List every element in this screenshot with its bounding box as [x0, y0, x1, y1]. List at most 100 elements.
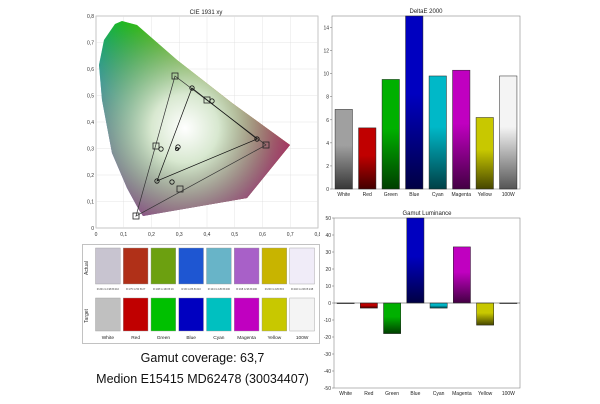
target-swatch [150, 297, 176, 332]
swatch-name: Yellow [268, 335, 282, 341]
x-tick-label: Magenta [452, 192, 472, 198]
y-tick-label: -40 [324, 369, 331, 375]
target-swatch [123, 297, 149, 332]
actual-swatch [95, 247, 121, 285]
actual-swatch-value: R:175 G:50 B:27 [126, 287, 146, 291]
device-caption: Medion E15415 MD62478 (30034407) [96, 372, 309, 386]
actual-swatch [234, 247, 260, 285]
x-tick-label: Yellow [478, 192, 493, 198]
y-tick-label: 0 [326, 187, 329, 193]
actual-swatch-value: R:30 G:86 B:210 [181, 287, 201, 291]
bar-100w [499, 75, 518, 190]
bar-blue [406, 217, 425, 304]
bar-magenta [452, 69, 471, 190]
actual-swatch-value: R:201 G:198 B:210 [97, 287, 120, 291]
cie-x-tick-label: 0 [95, 232, 98, 238]
cie-x-tick-label: 0,6 [259, 232, 266, 238]
actual-swatch-value: R:200 G:180 B:0 [265, 287, 285, 291]
actual-swatch [178, 247, 204, 285]
target-markers [132, 72, 270, 220]
swatch-name: White [102, 335, 115, 341]
cie-title: CIE 1931 xy [190, 10, 223, 16]
y-tick-label: 12 [323, 49, 329, 55]
cie-x-tick-label: 0,7 [287, 232, 294, 238]
bar-green [381, 79, 400, 190]
target-swatches: White Red Green Blue Cyan Magenta Yellow 100W [95, 297, 315, 341]
actual-swatches: R:201 G:198 B:210 R:175 G:50 B:27 R:108 G:… [95, 247, 315, 291]
x-tick-label: Green [385, 391, 399, 397]
y-tick-label: 2 [326, 164, 329, 170]
cie-x-tick-label: 0,3 [176, 232, 183, 238]
deltae-chart: DeltaE 2000 0 2 4 6 8 10 12 14 White Red Green Blue C… [323, 9, 521, 198]
bar-magenta [453, 246, 471, 304]
x-tick-label: White [337, 192, 350, 198]
target-swatch [261, 297, 287, 332]
bar-yellow [476, 302, 494, 326]
chart-title: DeltaE 2000 [409, 9, 443, 15]
bar-green [383, 302, 401, 334]
actual-swatch [150, 247, 176, 285]
swatch-name: Blue [186, 335, 196, 341]
y-tick-label: 30 [325, 250, 331, 256]
cie-x-tick-label: 0,2 [148, 232, 155, 238]
y-tick-label: -30 [324, 352, 331, 358]
x-tick-label: Cyan [433, 391, 445, 397]
x-tick-label: Yellow [478, 391, 493, 397]
swatch-name: Green [157, 335, 171, 341]
y-tick-label: 10 [325, 284, 331, 290]
gamut-coverage-caption: Gamut coverage: 63,7 [140, 351, 265, 365]
cie-y-ticks: 0 0,1 0,2 0,3 0,4 0,5 0,6 0,7 0,8 [87, 14, 94, 232]
x-tick-label: Cyan [432, 192, 444, 198]
target-swatch [289, 297, 315, 332]
y-tick-label: 20 [325, 267, 331, 273]
y-tick-label: -20 [324, 335, 331, 341]
gamut-luminance-chart: Gamut Luminance -50 -40 -30 -20 -10 0 10 20 30 40 5… [324, 211, 521, 397]
y-tick-label: 0 [328, 301, 331, 307]
bar-red [360, 302, 378, 309]
actual-row-label: Actual [84, 261, 90, 275]
cie-y-tick-label: 0 [91, 226, 94, 232]
cie-x-tick-label: 0,8 [315, 232, 320, 238]
cie-x-tick-label: 0,4 [204, 232, 211, 238]
y-tick-label: 8 [326, 95, 329, 101]
swatch-name: 100W [296, 335, 309, 341]
cie-y-tick-label: 0,5 [87, 94, 94, 100]
cie-x-tick-label: 0,1 [120, 232, 127, 238]
swatch-comparison: Actual Target R:201 G:198 B:210 R:175 G:5… [82, 244, 320, 344]
x-tick-label: White [339, 391, 352, 397]
bar-blue [405, 15, 424, 190]
swatch-name: Magenta [237, 335, 256, 341]
x-tick-label: Green [384, 192, 398, 198]
bar-red [358, 127, 377, 190]
bar-cyan [428, 75, 447, 190]
actual-swatch-value: R:168 G:96 B:200 [236, 287, 257, 291]
y-tick-label: -10 [324, 318, 331, 324]
swatch-name: Cyan [213, 335, 225, 341]
swatch-name: Red [131, 335, 140, 341]
x-tick-label: Blue [409, 192, 419, 198]
x-tick-label: 100W [502, 192, 515, 198]
cie-y-tick-label: 0,3 [87, 147, 94, 153]
actual-swatch [123, 247, 149, 285]
cie-x-ticks: 0 0,1 0,2 0,3 0,4 0,5 0,6 0,7 0,8 [95, 232, 320, 238]
actual-swatch-value: R:104 G:180 B:200 [208, 287, 231, 291]
y-tick-label: 40 [325, 233, 331, 239]
chart-title: Gamut Luminance [402, 211, 452, 217]
cie-chart: CIE 1931 xy 00,10,20,30,40,50,60,70,8 00… [87, 10, 320, 238]
x-tick-label: Red [364, 391, 373, 397]
cie-y-tick-label: 0,1 [87, 200, 94, 206]
actual-gamut-triangle [156, 87, 258, 182]
actual-swatch [289, 247, 315, 285]
x-tick-label: Magenta [452, 391, 472, 397]
actual-swatch-value: R:108 G:160 B:16 [153, 287, 174, 291]
y-tick-label: 4 [326, 141, 329, 147]
target-row-label: Target [84, 308, 90, 323]
target-swatch [206, 297, 232, 332]
cie-x-tick-label: 0,5 [231, 232, 238, 238]
cie-y-tick-label: 0,6 [87, 67, 94, 73]
y-tick-label: 10 [323, 72, 329, 78]
target-swatch [178, 297, 204, 332]
x-tick-label: 100W [502, 391, 515, 397]
y-tick-label: 14 [323, 26, 329, 32]
actual-markers [154, 85, 260, 185]
